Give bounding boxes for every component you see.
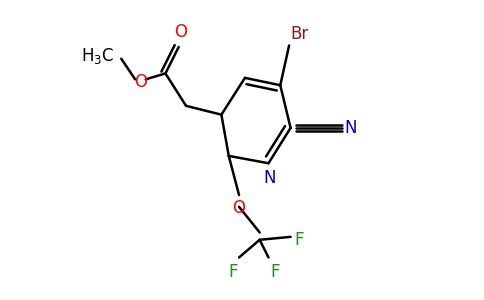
Text: N: N xyxy=(345,119,357,137)
Text: O: O xyxy=(174,23,187,41)
Text: O: O xyxy=(232,199,245,217)
Text: F: F xyxy=(228,263,238,281)
Text: Br: Br xyxy=(290,25,309,43)
Text: N: N xyxy=(264,169,276,187)
Text: H$_3$C: H$_3$C xyxy=(81,46,114,66)
Text: F: F xyxy=(270,263,279,281)
Text: F: F xyxy=(294,231,303,249)
Text: O: O xyxy=(134,73,147,91)
